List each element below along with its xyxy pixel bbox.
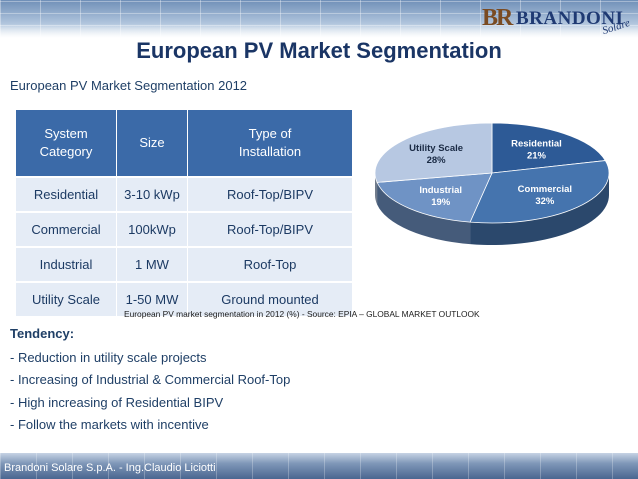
cell-installation: Roof-Top/BIPV bbox=[187, 211, 352, 247]
pie-label-category: Residential bbox=[511, 139, 562, 150]
pie-label-value: 28% bbox=[427, 155, 447, 166]
pie-slice-industrial bbox=[376, 172, 493, 223]
cell-size: 3-10 kWp bbox=[116, 176, 188, 212]
header-banner bbox=[0, 0, 638, 38]
table-row: Utility Scale 1-50 MW Ground mounted bbox=[16, 281, 352, 316]
table-header-row: System Category Size Type of Installation bbox=[16, 110, 352, 177]
cell-category: Industrial bbox=[16, 246, 117, 282]
pie-label-value: 19% bbox=[431, 197, 451, 208]
pie-label-value: 32% bbox=[535, 196, 555, 207]
table-row: Residential 3-10 kWp Roof-Top/BIPV bbox=[16, 176, 352, 212]
cell-installation: Roof-Top/BIPV bbox=[187, 176, 352, 212]
brandoni-logo: BR BRANDONI Solare bbox=[482, 2, 632, 37]
footer-text: Brandoni Solare S.p.A. - Ing.Claudio Lic… bbox=[4, 462, 216, 474]
pie-side-commercial bbox=[470, 173, 609, 245]
pie-side-utility-scale bbox=[375, 173, 378, 205]
pie-side-industrial bbox=[377, 182, 471, 245]
tendency-item: - Follow the markets with incentive bbox=[10, 416, 209, 432]
segmentation-table: System Category Size Type of Installation … bbox=[16, 110, 352, 316]
logo-brand: BRANDONI bbox=[516, 8, 624, 29]
table-row: Commercial 100kWp Roof-Top/BIPV bbox=[16, 211, 352, 247]
cell-size: 100kWp bbox=[116, 211, 188, 247]
pie-sides bbox=[375, 173, 609, 245]
cell-installation: Ground mounted bbox=[187, 281, 352, 316]
cell-category: Commercial bbox=[16, 211, 117, 247]
tendency-item: - Reduction in utility scale projects bbox=[10, 350, 207, 365]
pie-slice-commercial bbox=[469, 160, 610, 224]
header-size: Size bbox=[116, 110, 188, 177]
pie-label-category: Commercial bbox=[518, 184, 572, 195]
table-row: Industrial 1 MW Roof-Top bbox=[16, 246, 352, 282]
header-type-of-installation: Type of Installation bbox=[187, 110, 352, 177]
pie-slice-residential bbox=[491, 122, 606, 174]
header-system-category: System Category bbox=[16, 110, 117, 177]
cell-size: 1-50 MW bbox=[116, 281, 188, 316]
pie-label-category: Industrial bbox=[419, 185, 462, 196]
chart-caption: European PV market segmentation in 2012 … bbox=[124, 309, 480, 319]
logo-mark: BR bbox=[482, 5, 513, 31]
pie-label-value: 21% bbox=[527, 151, 547, 162]
tendency-item: - High increasing of Residential BIPV bbox=[10, 394, 224, 410]
tendency-item: - Increasing of Industrial & Commercial … bbox=[10, 372, 291, 388]
cell-category: Utility Scale bbox=[16, 281, 117, 316]
tendency-list: - Reduction in utility scale projects - … bbox=[10, 347, 290, 436]
cell-size: 1 MW bbox=[116, 246, 188, 282]
footer-bar: Brandoni Solare S.p.A. - Ing.Claudio Lic… bbox=[0, 453, 638, 479]
slide-title: European PV Market Segmentation bbox=[136, 38, 502, 63]
tendency-heading: Tendency: bbox=[10, 326, 75, 341]
slide-subtitle: European PV Market Segmentation 2012 bbox=[10, 78, 248, 93]
pie-slice-utility-scale bbox=[374, 122, 493, 183]
cell-category: Residential bbox=[16, 176, 117, 212]
cell-installation: Roof-Top bbox=[187, 246, 352, 282]
pie-label-category: Utility Scale bbox=[409, 143, 463, 154]
